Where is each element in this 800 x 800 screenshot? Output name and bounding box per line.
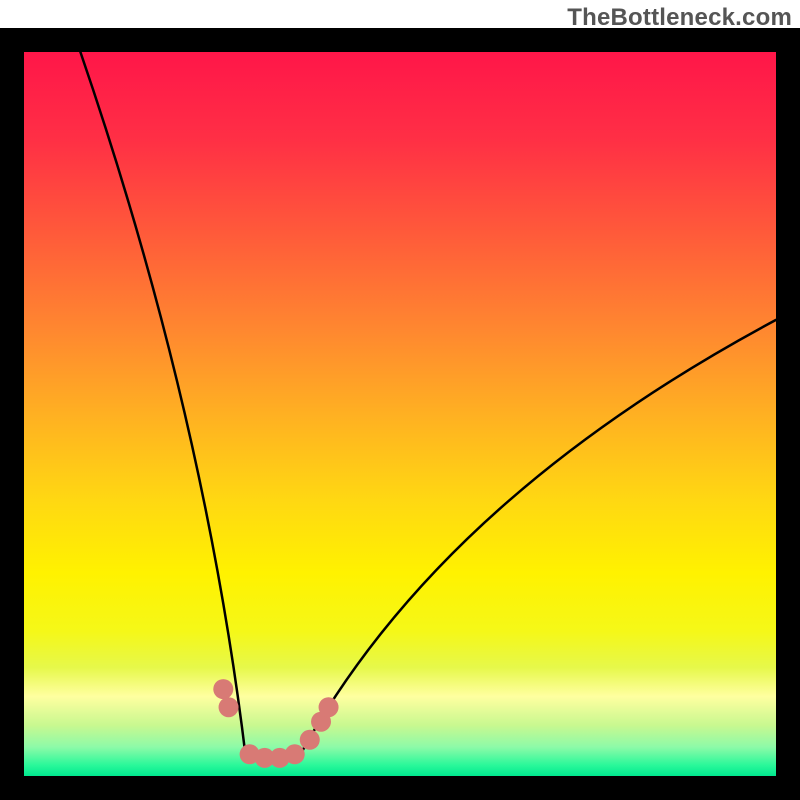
watermark-text: TheBottleneck.com xyxy=(567,4,792,32)
curve-marker xyxy=(319,697,339,717)
curve-marker xyxy=(300,730,320,750)
curve-marker xyxy=(219,697,239,717)
curve-marker xyxy=(213,679,233,699)
figure-root: TheBottleneck.com xyxy=(0,0,800,800)
plot-background xyxy=(24,52,776,776)
bottleneck-chart xyxy=(0,0,800,800)
curve-marker xyxy=(285,744,305,764)
